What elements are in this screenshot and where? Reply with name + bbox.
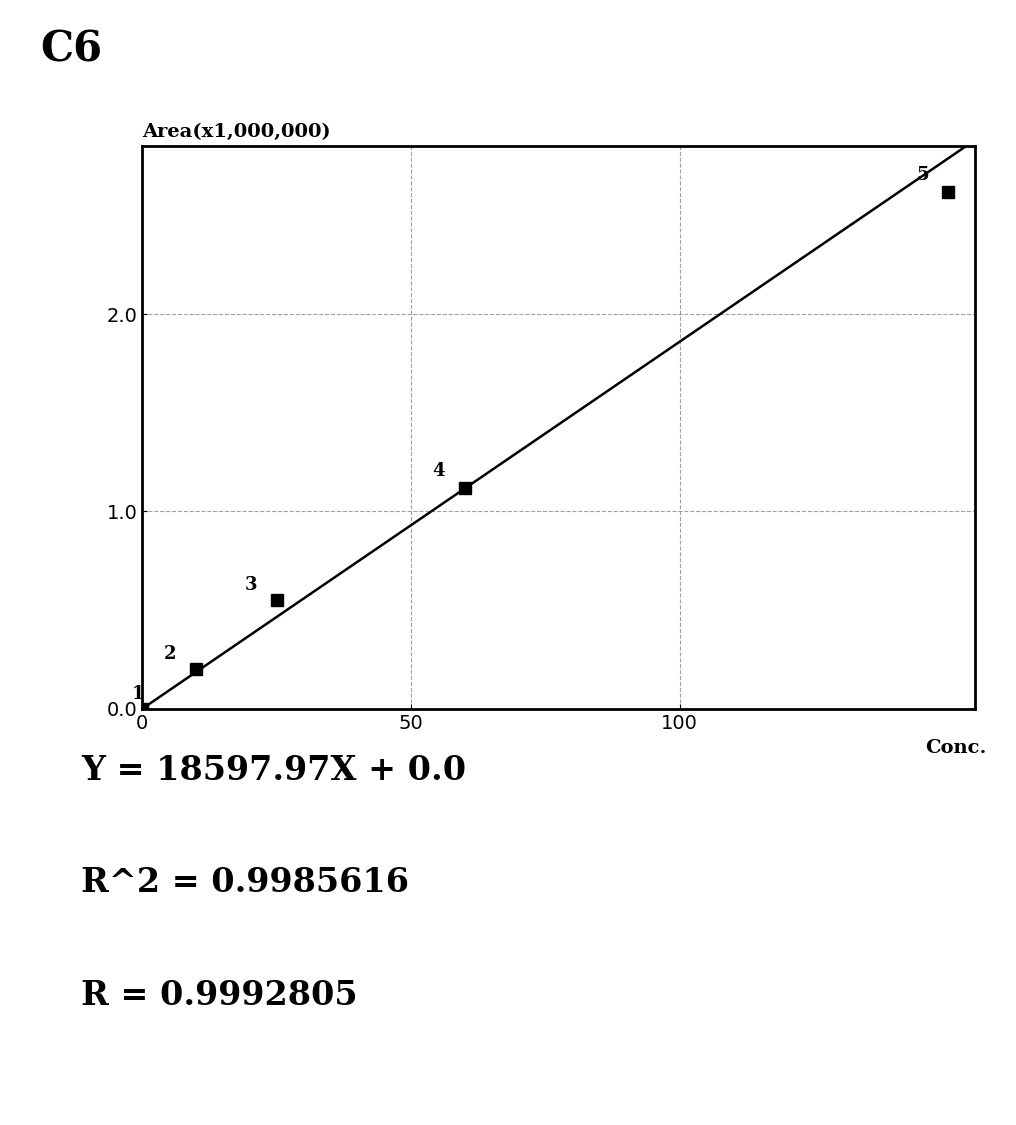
Text: R = 0.9992805: R = 0.9992805 xyxy=(81,979,358,1011)
Text: 3: 3 xyxy=(245,576,257,594)
Text: 2: 2 xyxy=(164,646,176,664)
Text: Conc.: Conc. xyxy=(926,739,987,757)
Text: 4: 4 xyxy=(433,462,445,480)
Text: R^2 = 0.9985616: R^2 = 0.9985616 xyxy=(81,866,409,899)
Text: C6: C6 xyxy=(41,28,103,70)
Text: 1: 1 xyxy=(131,685,144,703)
Text: 5: 5 xyxy=(916,165,929,183)
Text: Y = 18597.97X + 0.0: Y = 18597.97X + 0.0 xyxy=(81,754,466,786)
Text: Area(x1,000,000): Area(x1,000,000) xyxy=(142,123,331,141)
